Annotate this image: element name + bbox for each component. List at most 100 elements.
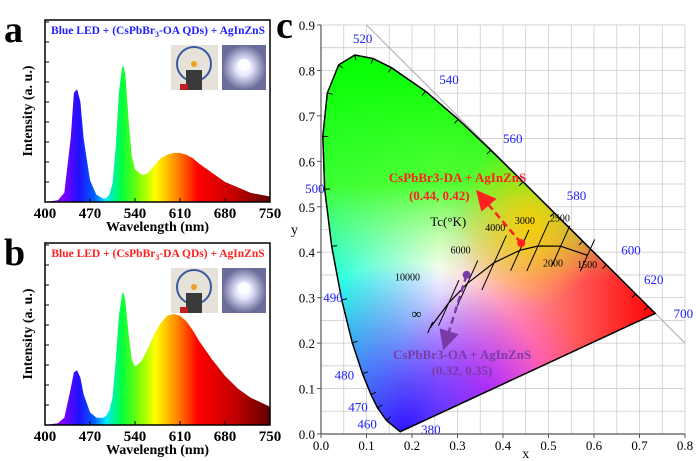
x-tick-label: 0.0 <box>313 438 329 453</box>
locus-tick <box>370 391 377 396</box>
panel-label-c: c <box>276 5 293 47</box>
x-tick-label: 400 <box>34 429 57 445</box>
x-tick-label: 750 <box>259 429 282 445</box>
locus-tick <box>331 245 338 247</box>
x-tick-label: 0.8 <box>677 438 693 453</box>
wavelength-label: 380 <box>421 422 441 437</box>
planckian-locus <box>429 245 588 328</box>
point-label-oa: CsPbBr3-OA + AgInZnS <box>393 347 531 362</box>
isotherm-line <box>550 225 571 267</box>
inset-photo-led-off <box>171 45 218 90</box>
locus-tick <box>377 404 383 409</box>
spectrum-area <box>45 292 270 425</box>
x-axis-label: Wavelength (nm) <box>106 443 209 458</box>
inset-photo-led-off <box>171 268 218 313</box>
x-tick-label: 680 <box>214 429 237 445</box>
color-temperature-label: 10000 <box>395 272 420 283</box>
isotherm-line <box>526 220 550 272</box>
locus-tick <box>518 181 524 187</box>
color-temperature-label: 6000 <box>451 246 471 257</box>
x-tick-label: 0.6 <box>586 438 603 453</box>
wavelength-label: 580 <box>567 188 587 203</box>
plot-frame <box>44 19 271 203</box>
x-tick-label: 0.1 <box>358 438 374 453</box>
locus-tick <box>388 67 392 73</box>
color-temperature-label: 3000 <box>515 216 535 227</box>
inset-photo-led-on <box>222 268 266 313</box>
x-tick-label: 540 <box>124 429 147 445</box>
locus-tick <box>341 298 348 301</box>
point-label-da: CsPbBr3-DA + AgInZnS <box>389 170 526 185</box>
x-tick-label: 400 <box>34 206 57 222</box>
led-chip <box>191 284 197 290</box>
x-tick-label: 470 <box>79 429 102 445</box>
chart-title: Blue LED + (CsPbBr3-DA QDs) + AgInZnS <box>51 248 264 262</box>
y-tick-label: 0.7 <box>299 109 316 124</box>
y-axis-label: y <box>291 223 298 238</box>
wavelength-label: 460 <box>357 417 377 432</box>
led-bright-spot <box>238 59 250 71</box>
x-tick-label: 750 <box>259 206 282 222</box>
y-axis-label: Intensity (a. u.) <box>21 288 36 379</box>
x-tick-label: 540 <box>124 206 147 222</box>
wavelength-label: 480 <box>335 367 355 382</box>
locus-tick <box>327 92 333 95</box>
locus-tick <box>386 416 391 421</box>
y-tick-label: 0.1 <box>299 382 315 397</box>
spectrum-panel-a: a 400 470 540 610 680 750 Wavelength (nm) Intens… <box>4 9 281 235</box>
isotherm-line <box>510 229 530 271</box>
x-tick-label: 470 <box>79 206 102 222</box>
locus-tick <box>362 371 368 375</box>
chart-title: Blue LED + (CsPbBr3-OA QDs) + AgInZnS <box>51 25 265 39</box>
inset-photo-led-on <box>222 45 266 90</box>
led-chip <box>191 61 197 67</box>
point-coords-oa: (0.32, 0.35) <box>432 363 493 378</box>
isotherm-line <box>456 260 479 307</box>
color-temperature-label: 2500 <box>550 213 570 224</box>
y-tick-label: 0.5 <box>299 200 315 215</box>
isotherm-line <box>579 239 596 272</box>
wire <box>180 84 188 90</box>
y-tick-label: 0.6 <box>299 154 316 169</box>
arrow-oa-point <box>439 274 468 351</box>
led-holder <box>186 70 202 90</box>
locus-tick <box>338 64 344 69</box>
y-axis-label: Intensity (a. u.) <box>21 65 36 156</box>
locus-tick <box>578 240 584 246</box>
spectrum-panel-b: b 400 470 540 610 680 750 Wavelength (nm) Intens… <box>4 232 281 458</box>
color-temperature-label: 1500 <box>577 260 597 271</box>
y-tick-label: 0.3 <box>299 291 315 306</box>
y-tick-label: 0.8 <box>299 63 315 78</box>
y-tick-label: 0.0 <box>299 427 315 442</box>
plot-frame <box>44 242 271 426</box>
isotherm-line <box>438 279 460 326</box>
wavelength-label: 620 <box>644 272 664 287</box>
x-axis-label: x <box>522 447 529 461</box>
data-point-da <box>517 239 526 248</box>
color-temperature-label: 2000 <box>543 259 563 270</box>
x-axis-label: Wavelength (nm) <box>106 220 209 235</box>
y-tick-label: 0.2 <box>299 336 315 351</box>
locus-tick <box>352 340 358 344</box>
x-tick-label: 0.3 <box>449 438 465 453</box>
wavelength-label: 500 <box>305 181 325 196</box>
locus-tick <box>354 54 357 61</box>
locus-tick <box>486 149 492 155</box>
x-tick-label: 610 <box>169 206 192 222</box>
locus-tick <box>631 293 636 299</box>
x-tick-label: 0.7 <box>631 438 648 453</box>
wire <box>180 307 188 313</box>
wavelength-label: 540 <box>439 72 459 87</box>
locus-tick <box>421 90 426 96</box>
locus-tick <box>643 305 649 311</box>
x-tick-label: 610 <box>169 429 192 445</box>
wavelength-label: 700 <box>674 306 694 321</box>
locus-tick <box>454 119 459 124</box>
panel-label-a: a <box>4 9 23 51</box>
y-tick-label: 0.9 <box>299 18 315 33</box>
spectrum-area <box>45 65 270 202</box>
arrow-da-point <box>476 190 523 244</box>
